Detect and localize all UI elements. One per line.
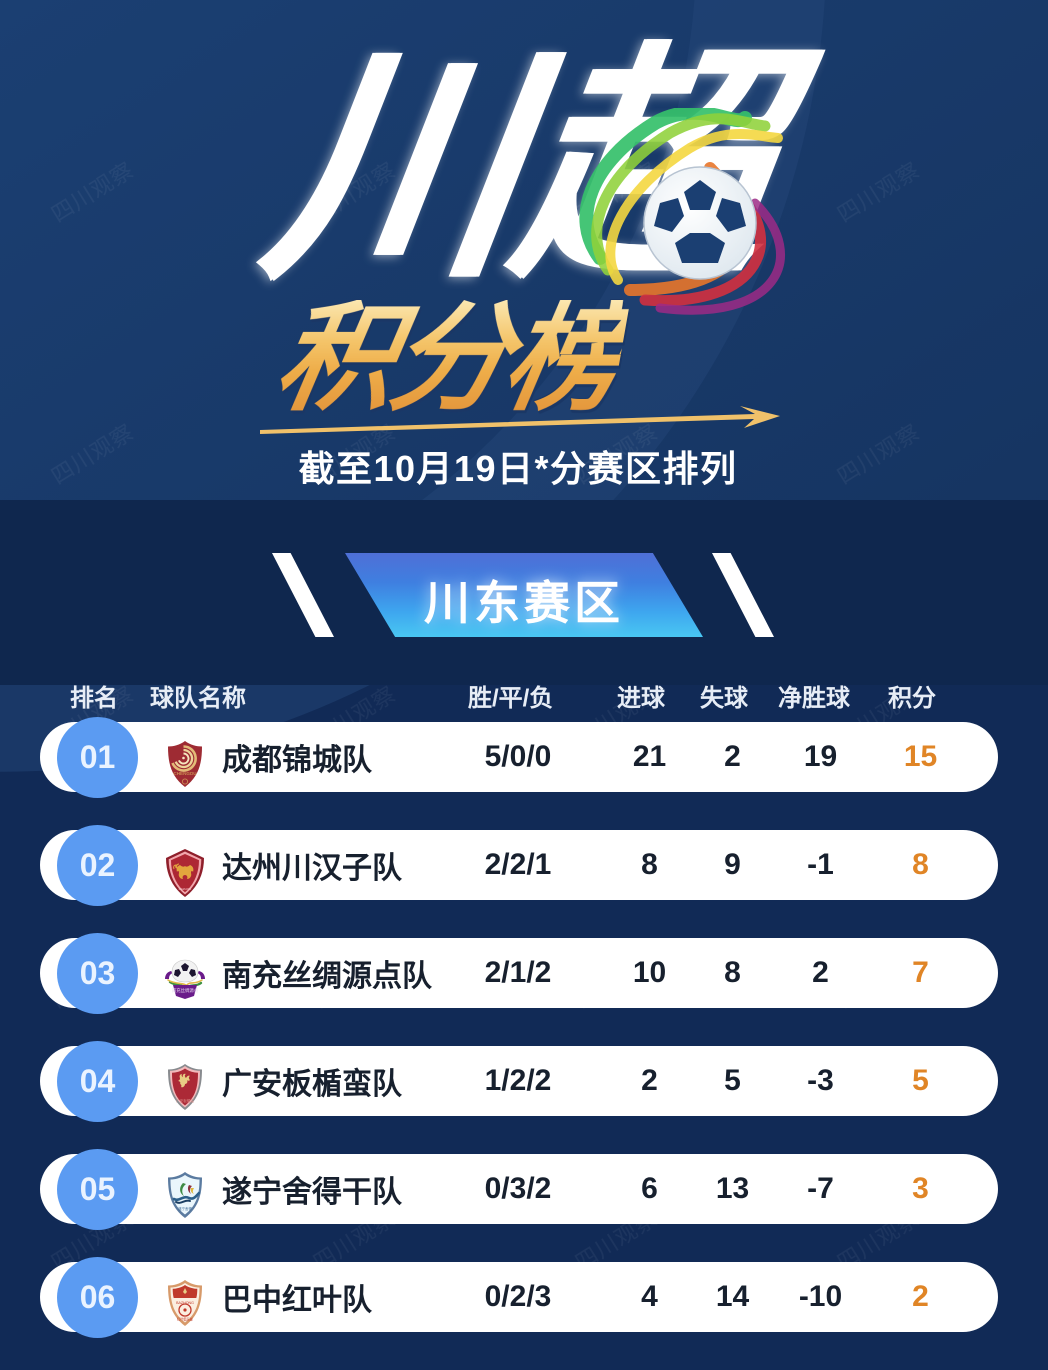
svg-text:广安板楯蛮: 广安板楯蛮: [176, 1098, 194, 1103]
svg-text:南充丝绸源点: 南充丝绸源点: [172, 987, 199, 994]
svg-text:BAZHONG: BAZHONG: [176, 1301, 194, 1305]
svg-text:红叶俱乐部: 红叶俱乐部: [177, 1317, 194, 1322]
svg-text:遂宁舍得: 遂宁舍得: [178, 1206, 192, 1211]
svg-text:CHENGDU: CHENGDU: [173, 771, 197, 776]
svg-text:DAZHOU: DAZHOU: [179, 887, 192, 891]
